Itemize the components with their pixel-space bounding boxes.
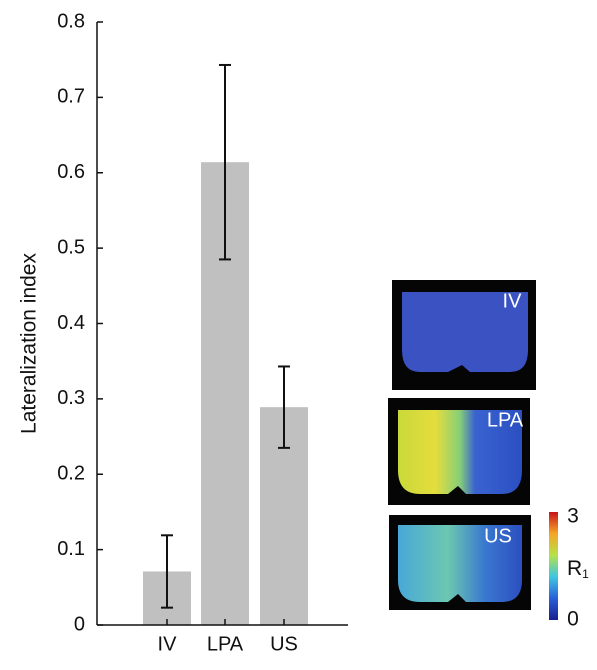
colorbar <box>549 512 558 620</box>
brain-panels <box>388 280 558 620</box>
y-tick-label: 0.1 <box>57 538 85 560</box>
y-tick-label: 0.7 <box>57 86 85 108</box>
colorbar-label-sub: 1 <box>582 567 589 581</box>
y-tick-label: 0.4 <box>57 312 85 334</box>
y-axis-label: Lateralization index <box>18 253 41 434</box>
y-tick-label: 0.2 <box>57 463 85 485</box>
colorbar-label: R1 <box>567 557 589 582</box>
x-tick-label: US <box>270 633 298 655</box>
y-tick-label: 0 <box>74 613 85 635</box>
image-label: US <box>484 525 512 547</box>
figure: IV LPA US 0 0.1 0.2 0.3 0.4 0.5 0.6 0.7 0.8 Laterali… <box>0 0 597 665</box>
x-tick-label: LPA <box>207 633 244 655</box>
colorbar-label-main: R <box>567 557 582 580</box>
colorbar-min: 0 <box>567 608 579 631</box>
y-tick-label: 0.3 <box>57 387 85 409</box>
y-tick-label: 0.8 <box>57 10 85 32</box>
x-tick-label: IV <box>158 633 178 655</box>
y-tick-label: 0.5 <box>57 236 85 258</box>
image-label: IV <box>503 290 523 312</box>
y-tick-label: 0.6 <box>57 161 85 183</box>
colorbar-max: 3 <box>567 505 579 528</box>
image-label: LPA <box>487 409 524 431</box>
